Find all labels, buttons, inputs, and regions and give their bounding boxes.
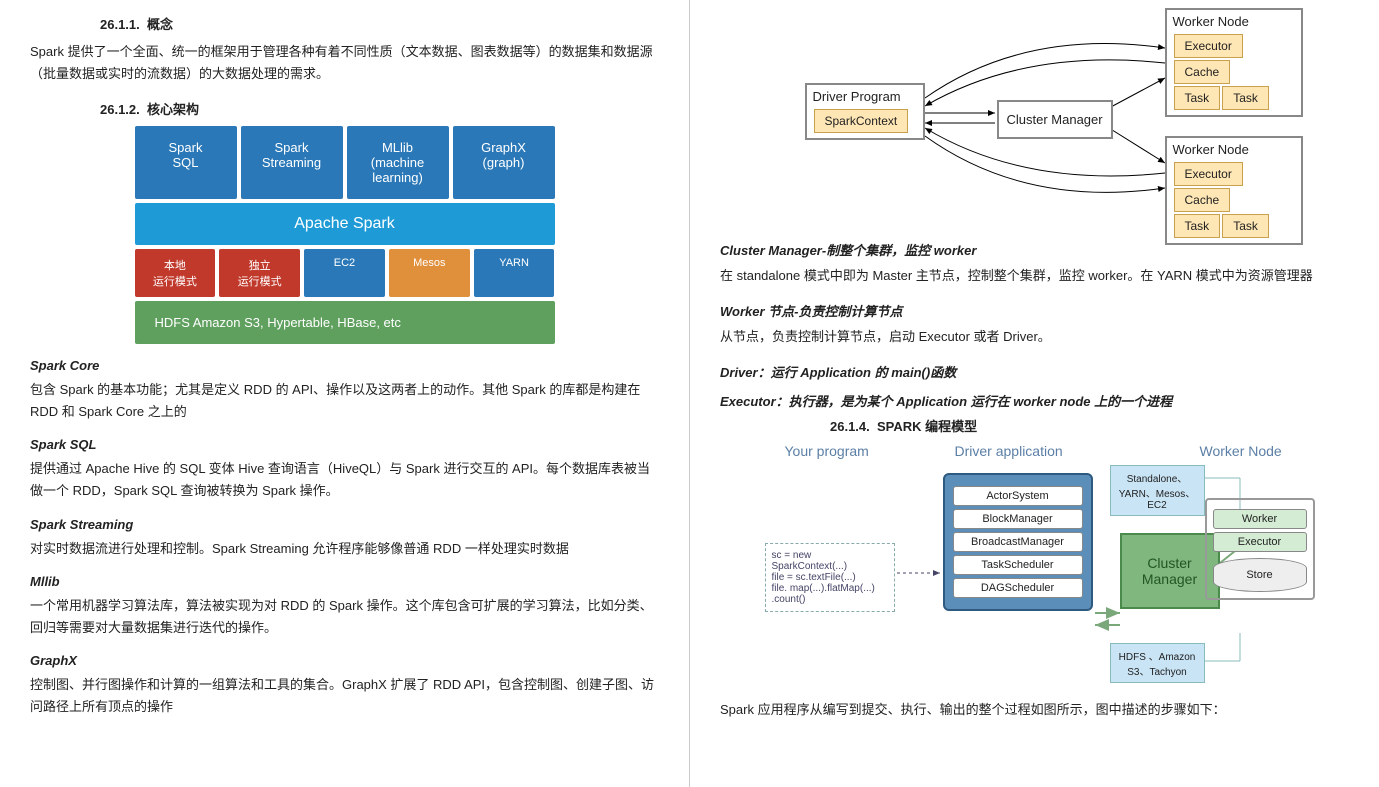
section-body: 对实时数据流进行处理和控制。Spark Streaming 允许程序能够像普通 … <box>30 538 659 560</box>
section-title: GraphX <box>30 653 659 668</box>
label-driver-app: Driver application <box>955 443 1063 459</box>
worker-node-2: Worker Node ExecutorCache TaskTask <box>1165 136 1303 245</box>
stack-component: GraphX(graph) <box>453 126 555 199</box>
stack-runtime: YARN <box>474 249 555 297</box>
right-section-title: Worker 节点-负责控制计算节点 <box>720 301 1349 320</box>
stack-component: MLlib(machinelearning) <box>347 126 449 199</box>
worker-component: Worker <box>1213 509 1307 529</box>
code-sample: sc = new SparkContext(...) file = sc.tex… <box>765 543 895 612</box>
label-worker-node: Worker Node <box>1200 443 1282 459</box>
spark-stack-diagram: SparkSQLSparkStreamingMLlib(machinelearn… <box>135 126 555 344</box>
cluster-manager-box: Cluster Manager <box>997 100 1113 139</box>
worker-node-box: Worker Executor Store <box>1205 498 1315 600</box>
section-title: Mllib <box>30 574 659 589</box>
driver-component: ActorSystem <box>953 486 1083 506</box>
stack-runtime: 独立 运行模式 <box>219 249 300 297</box>
stack-runtime: EC2 <box>304 249 385 297</box>
worker-node-1: Worker Node ExecutorCache TaskTask <box>1165 8 1303 117</box>
cm-bot-label: HDFS 、Amazon S3、Tachyon <box>1110 643 1205 683</box>
cluster-diagram: Driver Program SparkContext Cluster Mana… <box>765 8 1305 228</box>
programming-model-diagram: Your program Driver application Worker N… <box>755 443 1315 693</box>
left-column: 26.1.1. 概念 Spark 提供了一个全面、统一的框架用于管理各种有着不同… <box>0 0 690 787</box>
cm-top-label: Standalone、 YARN、Mesos、 EC2 <box>1110 465 1205 516</box>
heading-26-1-1: 26.1.1. 概念 <box>100 14 659 33</box>
section-body: 一个常用机器学习算法库，算法被实现为对 RDD 的 Spark 操作。这个库包含… <box>30 595 659 639</box>
section-body: 包含 Spark 的基本功能；尤其是定义 RDD 的 API、操作以及这两者上的… <box>30 379 659 423</box>
stack-component: SparkSQL <box>135 126 237 199</box>
stack-runtime: 本地 运行模式 <box>135 249 216 297</box>
heading-26-1-2: 26.1.2. 核心架构 <box>100 99 659 118</box>
stack-component: SparkStreaming <box>241 126 343 199</box>
store-cylinder: Store <box>1213 558 1307 592</box>
worker-component: Executor <box>1213 532 1307 552</box>
right-section-title: Executor：执行器，是为某个 Application 运行在 worker… <box>720 391 1349 410</box>
section-title: Spark Streaming <box>30 517 659 532</box>
driver-app-box: ActorSystem BlockManager BroadcastManager T… <box>943 473 1093 611</box>
driver-component: BlockManager <box>953 509 1083 529</box>
right-section-body: 从节点，负责控制计算节点，启动 Executor 或者 Driver。 <box>720 326 1349 348</box>
driver-component: DAGScheduler <box>953 578 1083 598</box>
section-body: 控制图、并行图操作和计算的一组算法和工具的集合。GraphX 扩展了 RDD A… <box>30 674 659 718</box>
right-column: Driver Program SparkContext Cluster Mana… <box>690 0 1379 787</box>
right-section-title: Driver：运行 Application 的 main()函数 <box>720 362 1349 381</box>
driver-component: BroadcastManager <box>953 532 1083 552</box>
section-title: Spark SQL <box>30 437 659 452</box>
label-your-program: Your program <box>785 443 869 459</box>
driver-component: TaskScheduler <box>953 555 1083 575</box>
stack-runtime: Mesos <box>389 249 470 297</box>
right-section-body: 在 standalone 模式中即为 Master 主节点，控制整个集群，监控 … <box>720 265 1349 287</box>
concept-paragraph: Spark 提供了一个全面、统一的框架用于管理各种有着不同性质（文本数据、图表数… <box>30 41 659 85</box>
last-paragraph: Spark 应用程序从编写到提交、执行、输出的整个过程如图所示，图中描述的步骤如… <box>720 699 1349 721</box>
heading-26-1-4: 26.1.4. SPARK 编程模型 <box>830 416 1349 435</box>
section-title: Spark Core <box>30 358 659 373</box>
section-body: 提供通过 Apache Hive 的 SQL 变体 Hive 查询语言（Hive… <box>30 458 659 502</box>
driver-program-box: Driver Program SparkContext <box>805 83 925 140</box>
